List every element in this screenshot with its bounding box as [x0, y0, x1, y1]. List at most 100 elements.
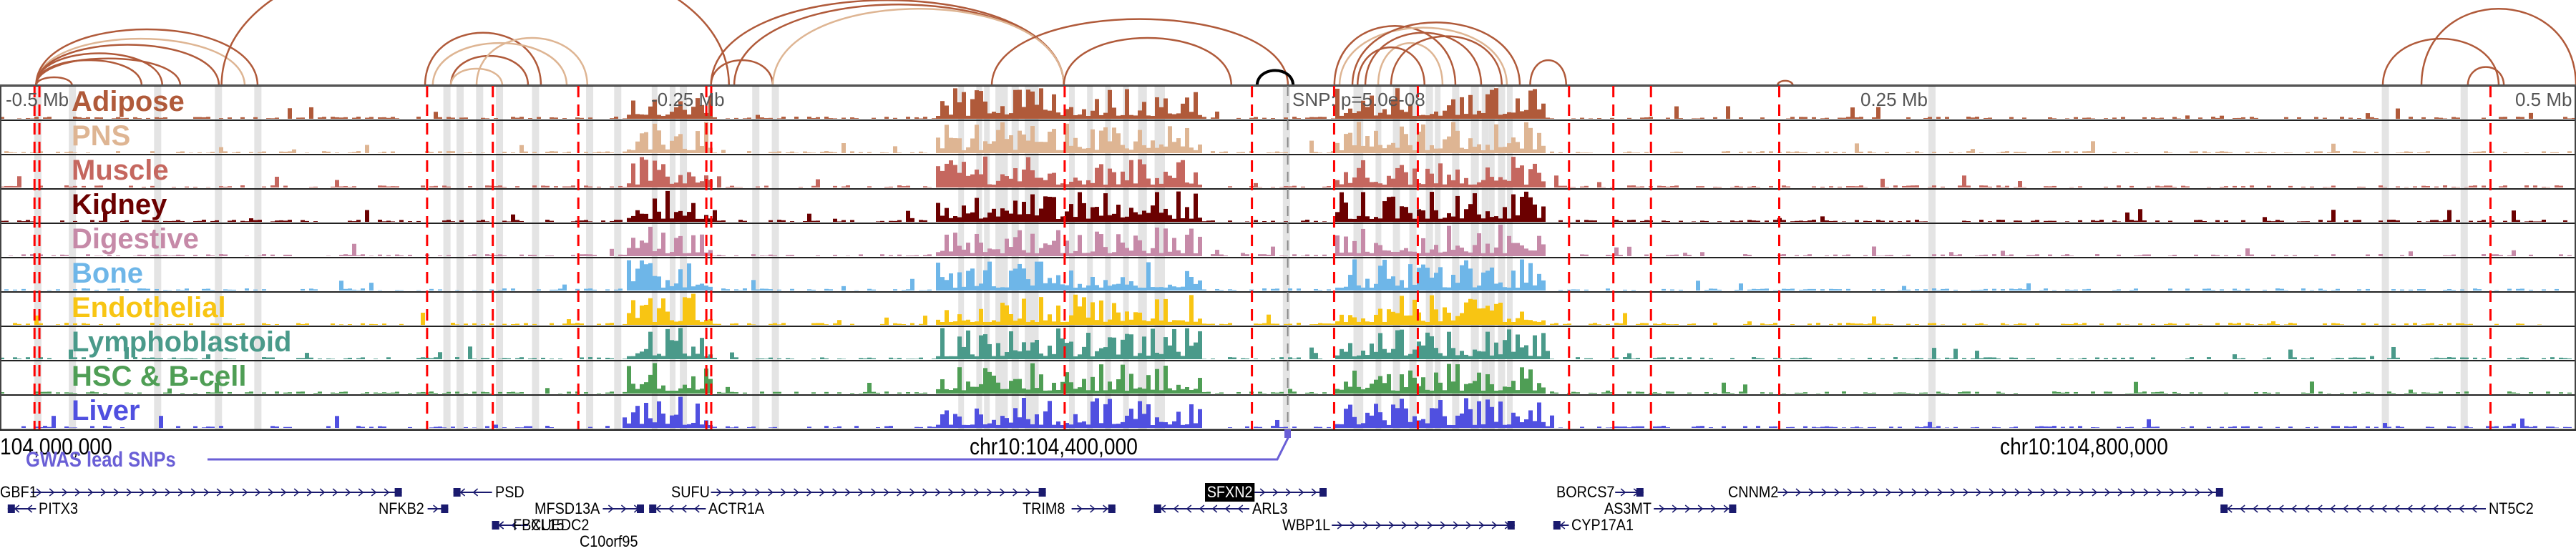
signal-bar — [910, 152, 914, 153]
signal-bar — [983, 424, 987, 428]
signal-bar — [1163, 298, 1168, 325]
signal-bar — [1790, 324, 1795, 325]
signal-bar — [1082, 421, 1086, 428]
signal-bar — [631, 150, 635, 153]
signal-bar — [700, 283, 704, 291]
signal-bar — [1451, 99, 1455, 119]
signal-bar — [313, 221, 318, 222]
signal-bar — [1151, 205, 1155, 222]
signal-bar — [627, 423, 631, 428]
gene-label[interactable]: AS3MT — [1604, 499, 1652, 517]
signal-bar — [2233, 185, 2237, 187]
signal-bar — [1395, 218, 1400, 222]
gene-label[interactable]: SUFU — [670, 483, 710, 501]
signal-bar — [2421, 324, 2426, 325]
signal-bar — [631, 356, 635, 359]
signal-bar — [2254, 117, 2258, 119]
signal-bar — [769, 357, 773, 359]
signal-bar — [2172, 117, 2177, 119]
signal-bar — [1430, 173, 1434, 187]
signal-bar — [597, 357, 601, 359]
signal-bar — [2516, 323, 2520, 325]
signal-bar — [1640, 220, 1644, 222]
gene-label[interactable]: TRIM8 — [1022, 499, 1065, 517]
signal-bar — [2572, 117, 2576, 119]
gene-label[interactable]: BORCS7 — [1556, 483, 1615, 501]
gene-label[interactable]: SFXN2 — [1205, 483, 1255, 502]
signal-bar — [82, 117, 86, 119]
gene-label[interactable]: NFKB2 — [378, 499, 424, 517]
signal-bar — [640, 305, 644, 325]
signal-bar — [2366, 426, 2370, 428]
signal-bar — [2018, 288, 2022, 291]
signal-bar — [1387, 114, 1391, 119]
signal-bar — [987, 321, 992, 325]
gene-label[interactable]: CYP17A1 — [1571, 516, 1634, 534]
signal-bar — [601, 220, 605, 222]
signal-bar — [850, 117, 854, 119]
gene-label[interactable]: PSD — [494, 483, 525, 501]
signal-bar — [683, 353, 687, 359]
signal-bar — [683, 287, 687, 291]
gene-label[interactable]: WBP1L — [1282, 516, 1331, 534]
signal-bar — [1468, 383, 1473, 394]
signal-bar — [2250, 324, 2254, 325]
gene-label[interactable]: NT5C2 — [2489, 499, 2534, 517]
signal-bar — [1194, 150, 1198, 153]
gene-label[interactable]: PITX3 — [39, 499, 79, 517]
signal-bar — [1941, 254, 1945, 256]
signal-bar — [1340, 389, 1344, 394]
signal-bar — [150, 357, 155, 359]
signal-bar — [897, 323, 902, 325]
gene-label[interactable]: MFSD13A — [535, 499, 600, 517]
signal-bar — [1108, 89, 1112, 119]
signal-bar — [811, 289, 816, 291]
signal-bar — [627, 183, 631, 187]
signal-bar — [936, 115, 940, 119]
signal-bar — [2091, 391, 2095, 394]
signal-bar — [1614, 357, 1619, 359]
gene-mfsd13a — [602, 504, 644, 513]
gene-label[interactable]: C10orf95 — [580, 532, 638, 550]
signal-bar — [1421, 210, 1425, 222]
signal-bar — [2318, 391, 2323, 394]
gene-label[interactable]: GBF1 — [0, 483, 37, 501]
strand-arrow — [2420, 504, 2426, 513]
signal-bar — [2434, 357, 2439, 359]
signal-bar — [1039, 261, 1043, 291]
signal-bar — [2456, 323, 2460, 325]
signal-bar — [2074, 391, 2078, 394]
gene-label[interactable]: ARL3 — [1252, 499, 1288, 517]
gene-label[interactable]: FBXL15 — [512, 516, 565, 534]
signal-bar — [318, 117, 322, 119]
gene-label[interactable]: CNNM2 — [1728, 483, 1779, 501]
signal-bar — [1159, 320, 1163, 325]
signal-bar — [2138, 323, 2142, 325]
signal-bar — [515, 220, 519, 222]
strand-arrow — [229, 488, 235, 497]
gene-label[interactable]: ACTR1A — [708, 499, 765, 517]
signal-bar — [1597, 324, 1601, 325]
signal-bar — [73, 427, 77, 428]
signal-bar — [1039, 177, 1043, 187]
gene-label[interactable]: CUEDC2 — [531, 516, 590, 534]
signal-bar — [1284, 152, 1288, 153]
signal-bar — [1460, 97, 1464, 119]
strand-arrow — [1388, 521, 1395, 530]
signal-bar — [1790, 288, 1795, 291]
strand-arrow — [1950, 488, 1956, 497]
signal-bar — [1138, 387, 1142, 394]
signal-bar — [236, 323, 240, 325]
signal-bar — [1095, 285, 1099, 291]
signal-bar — [833, 255, 837, 256]
signal-bar — [2018, 152, 2022, 153]
signal-bar — [1189, 404, 1194, 428]
signal-bar — [597, 323, 601, 325]
signal-bar — [1567, 323, 1571, 325]
signal-bar — [1464, 149, 1468, 153]
signal-bar — [348, 288, 352, 291]
signal-bar — [1284, 221, 1288, 222]
signal-bar — [2005, 151, 2009, 153]
signal-bar — [1885, 255, 1889, 256]
signal-bar — [644, 132, 648, 153]
